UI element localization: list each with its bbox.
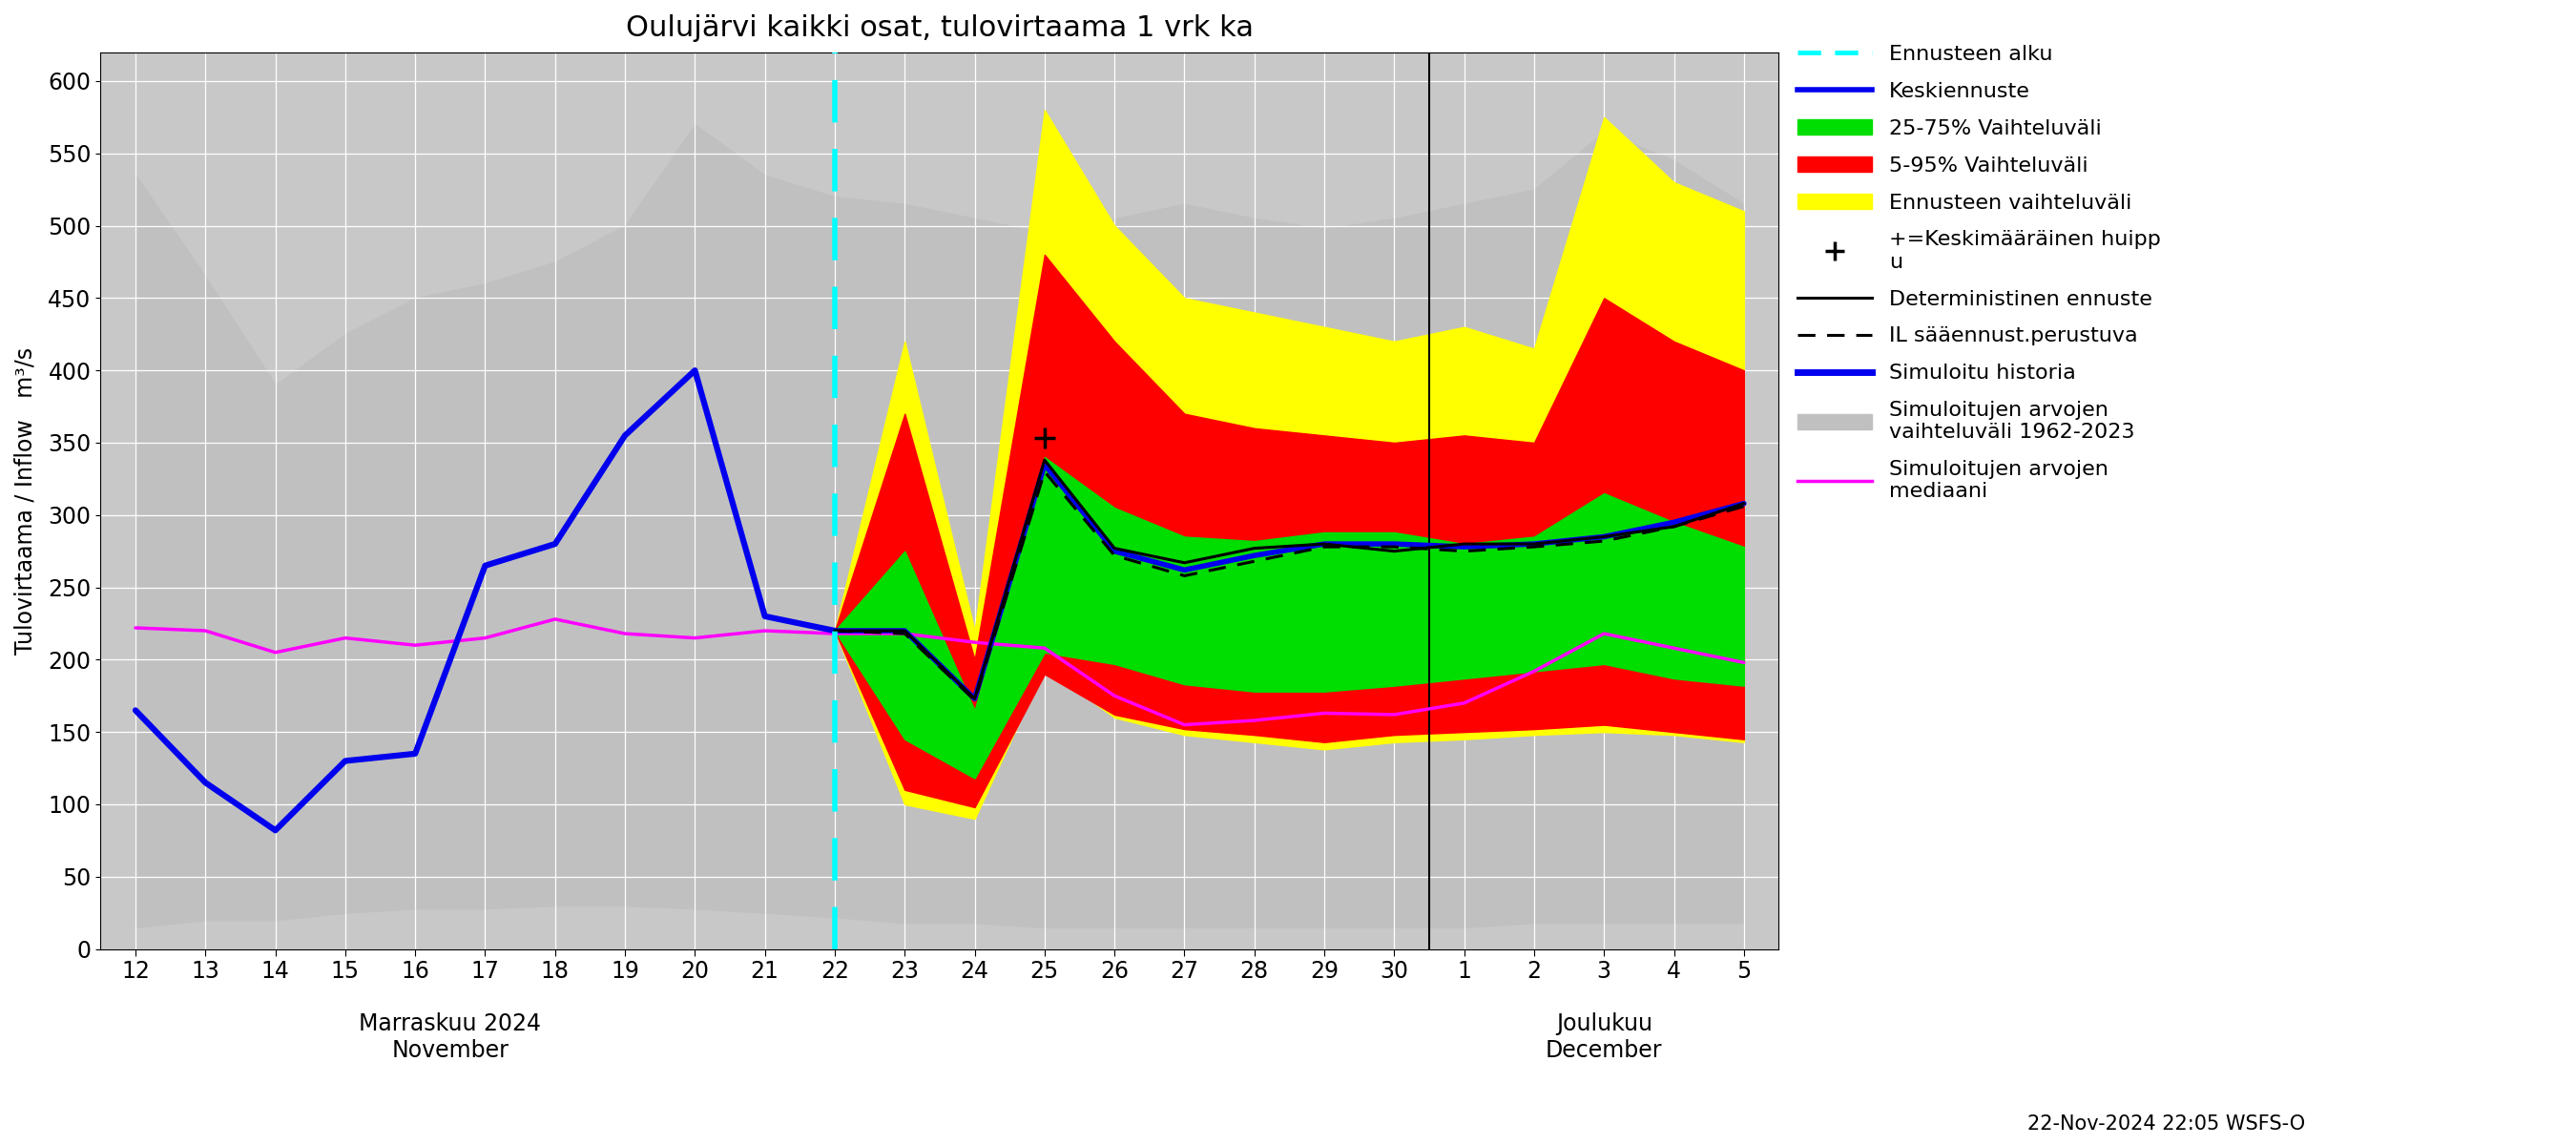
Text: 22-Nov-2024 22:05 WSFS-O: 22-Nov-2024 22:05 WSFS-O (2027, 1114, 2306, 1134)
Y-axis label: Tulovirtaama / Inflow   m³/s: Tulovirtaama / Inflow m³/s (15, 347, 36, 654)
Text: Marraskuu 2024
November: Marraskuu 2024 November (358, 1012, 541, 1063)
Text: Joulukuu
December: Joulukuu December (1546, 1012, 1662, 1063)
Legend: Ennusteen alku, Keskiennuste, 25-75% Vaihteluväli, 5-95% Vaihteluväli, Ennusteen: Ennusteen alku, Keskiennuste, 25-75% Vai… (1798, 45, 2161, 502)
Title: Oulujärvi kaikki osat, tulovirtaama 1 vrk ka: Oulujärvi kaikki osat, tulovirtaama 1 vr… (626, 14, 1255, 42)
